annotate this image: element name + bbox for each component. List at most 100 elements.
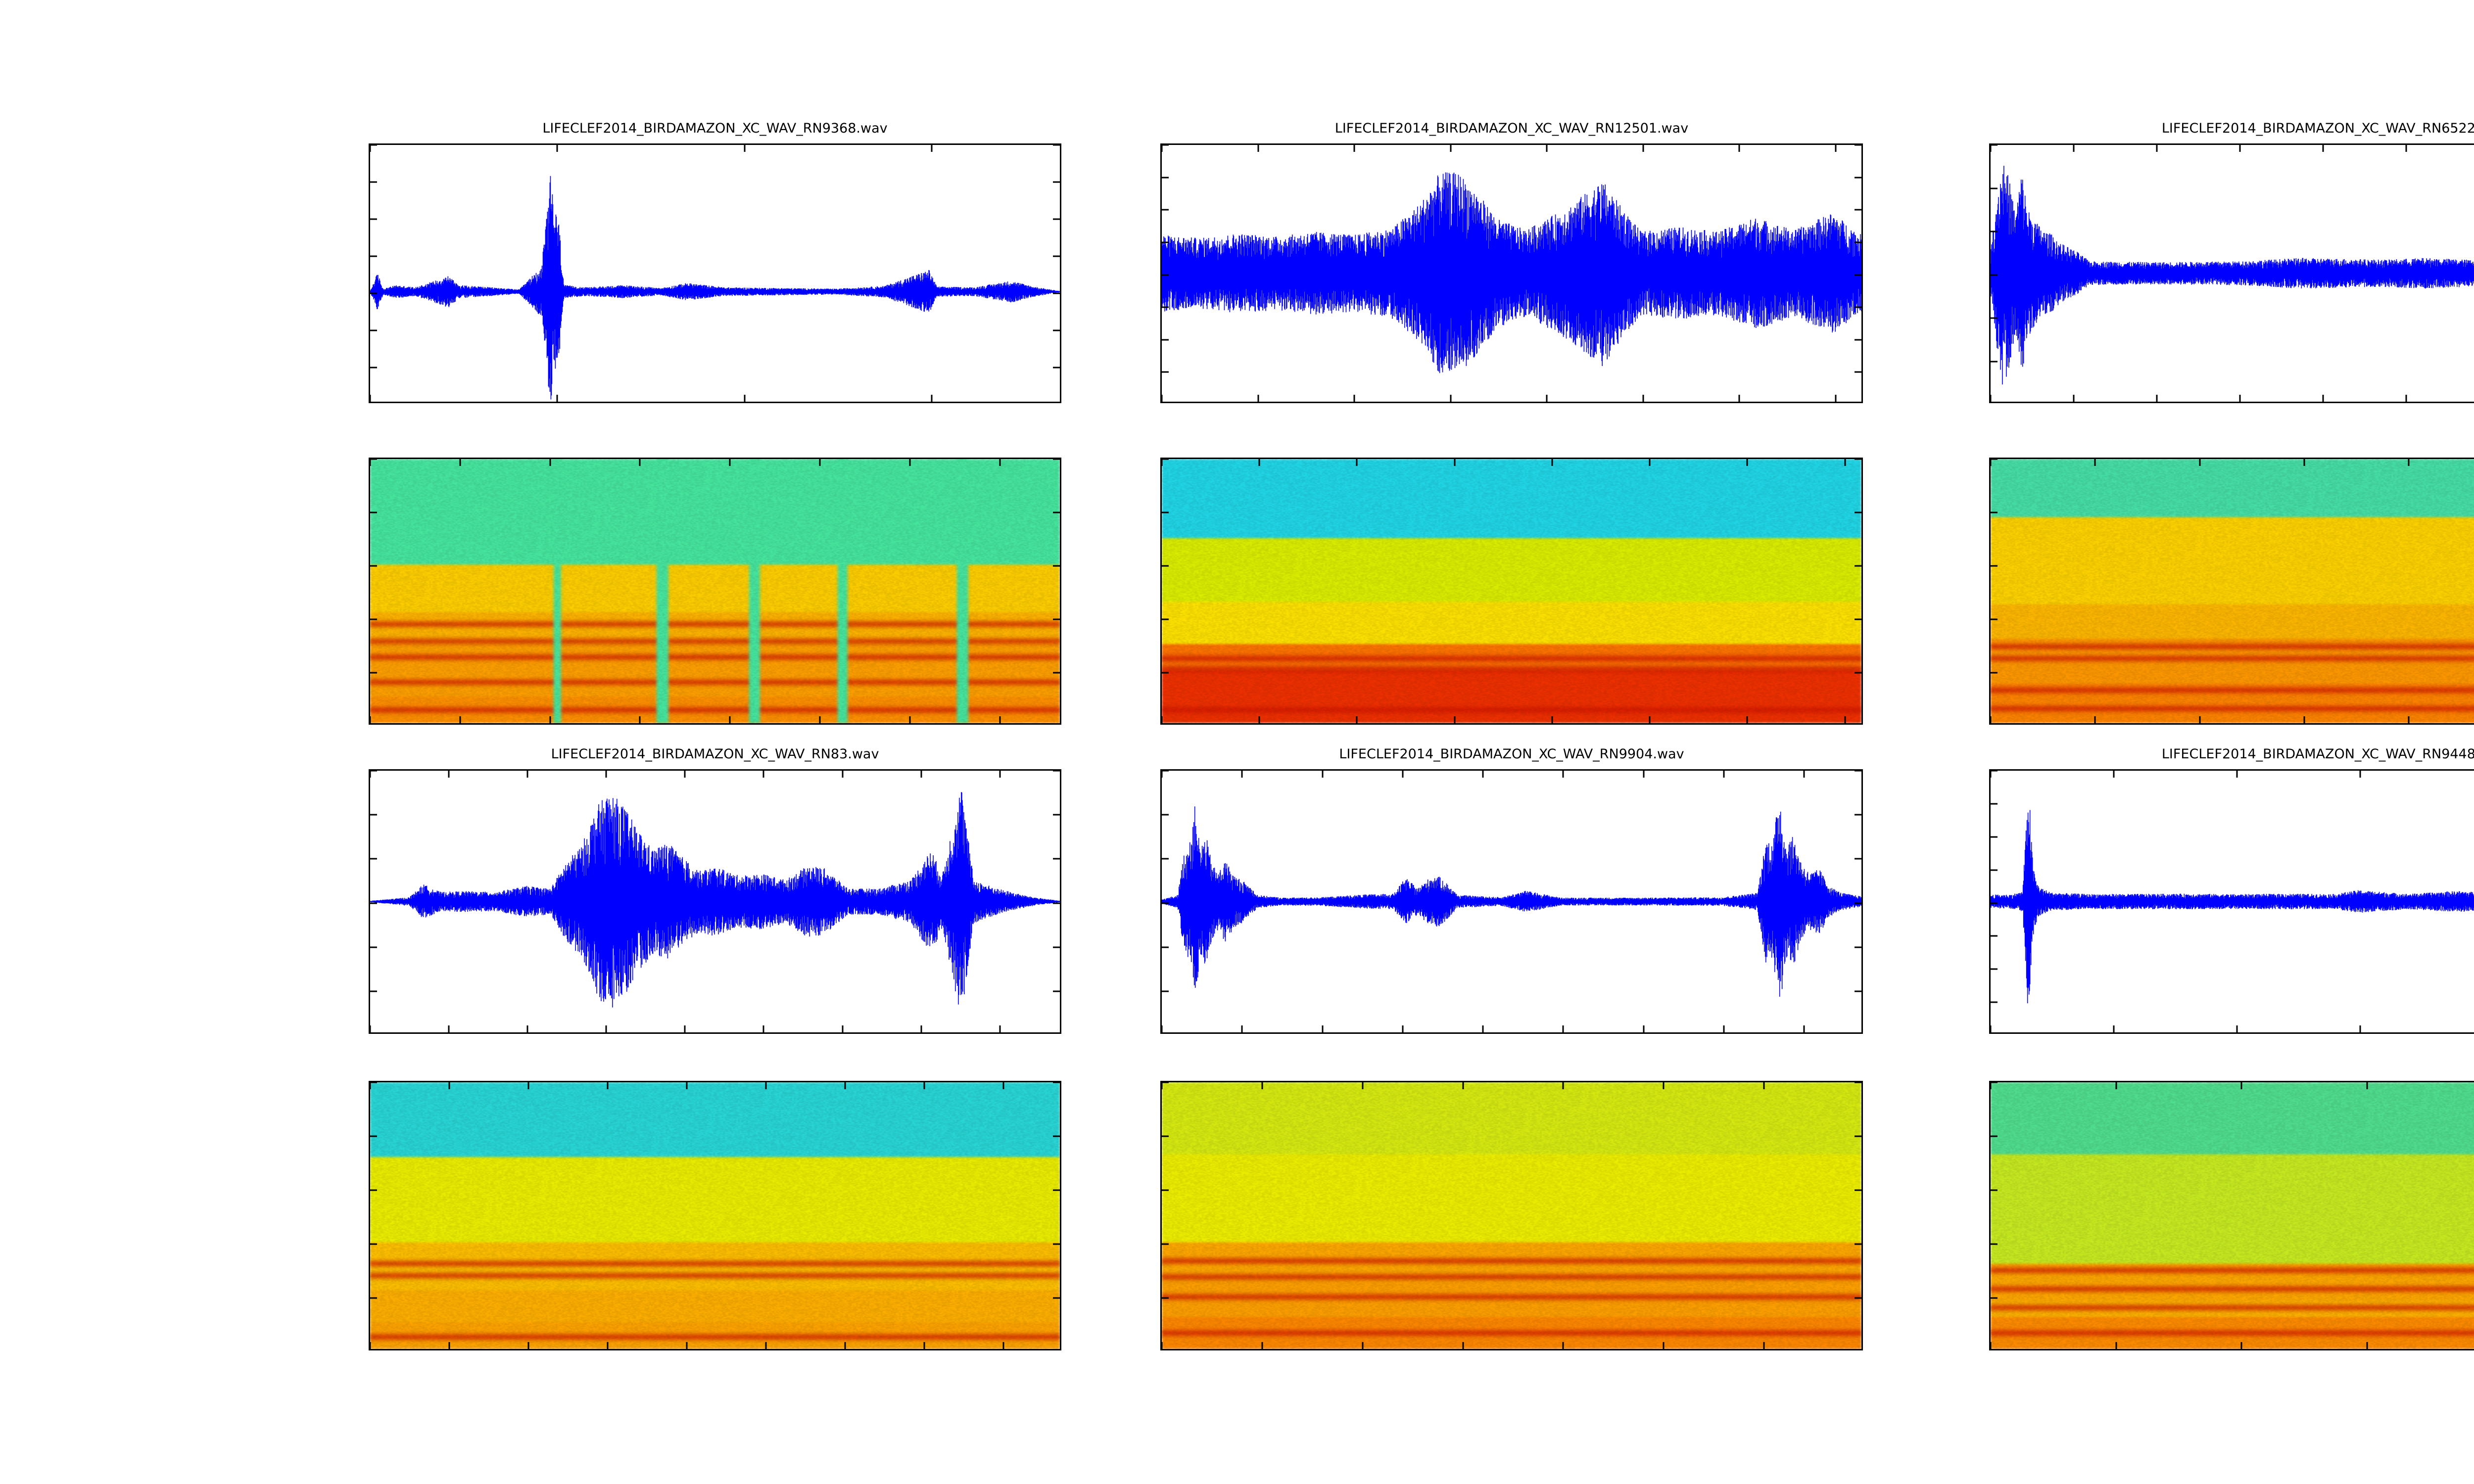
plot-panel-spectrogram-1[interactable]: 0100000200000300000400000500000600000700… [369,458,1061,725]
y-tick-mark-right [1053,181,1060,183]
y-tick-mark [1991,145,1998,146]
spectrogram-image [370,1082,1060,1349]
y-tick-mark [1162,1082,1169,1083]
x-tick-mark-top [2239,145,2241,152]
x-tick-mark [2236,1025,2238,1032]
x-tick-mark [744,395,746,402]
x-tick-mark [370,1342,371,1349]
x-tick-mark-top [607,1082,609,1089]
x-tick-mark [2115,1342,2117,1349]
plot-panel-waveform-2[interactable]: 05000100001500020000250003000035000-4000… [1160,121,1863,403]
plot-panel-spectrogram-2[interactable]: 0200004000060000800001000001200001400000… [1160,458,1863,725]
waveform-trace [1991,166,2474,385]
y-tick-mark [1991,274,1998,276]
plot-panel-waveform-3[interactable]: 0200004000060000800001000001200001400001… [1989,121,2474,403]
x-tick-mark [686,1342,688,1349]
y-tick-mark-right [1855,565,1861,567]
x-tick-mark-top [526,771,528,778]
x-tick-mark [556,395,558,402]
y-tick-mark [370,1135,377,1137]
x-tick-mark [1261,1342,1263,1349]
y-tick-mark-right [1053,618,1060,620]
x-tick-mark [999,1025,1001,1032]
x-tick-mark-top [844,1082,846,1089]
y-tick-mark-right [1855,1135,1861,1137]
x-tick-mark-top [549,459,551,466]
y-tick-mark-right [1855,306,1861,308]
x-tick-mark [1257,395,1259,402]
plot-title: LIFECLEF2014_BIRDAMAZON_XC_WAV_RN6522.wa… [2161,121,2474,136]
x-tick-mark [370,716,371,723]
x-tick-mark [1738,395,1740,402]
y-tick-mark [1991,317,1998,319]
x-tick-mark [1241,1025,1243,1032]
x-tick-mark-top [1258,459,1260,466]
x-tick-mark-top [1353,145,1355,152]
x-tick-mark [2405,395,2407,402]
plot-title: LIFECLEF2014_BIRDAMAZON_XC_WAV_RN9904.wa… [1339,746,1684,762]
plot-panel-waveform-5[interactable]: 0200004000060000800001000001200001400001… [1160,746,1863,1034]
plot-panel-waveform-4[interactable]: 0500010000150002000025000300003500040000… [369,746,1061,1034]
y-tick-mark-right [1053,565,1060,567]
waveform-trace [370,176,1060,400]
x-tick-mark-top [1562,771,1564,778]
x-tick-mark [684,1025,686,1032]
x-tick-mark [370,395,371,402]
x-tick-mark-top [1162,1082,1163,1089]
y-tick-mark [1162,858,1169,860]
plot-panel-spectrogram-4[interactable]: 0200004000060000800001000001200001400001… [369,1081,1061,1350]
y-tick-mark-right [1053,771,1060,772]
x-tick-mark-top [2240,1082,2242,1089]
y-tick-mark-right [1855,1082,1861,1083]
x-tick-mark [1746,716,1748,723]
y-tick-mark [370,511,377,513]
y-tick-mark [1162,339,1169,341]
y-tick-mark-right [1053,1243,1060,1245]
x-tick-mark-top [1462,1082,1464,1089]
y-tick-mark-right [1053,672,1060,674]
y-tick-mark [1991,902,1998,904]
y-tick-mark [1991,836,1998,838]
y-tick-mark [1162,177,1169,179]
y-tick-mark [1991,803,1998,805]
x-tick-mark [2239,395,2241,402]
waveform-plot-area [1991,145,2474,402]
x-tick-mark-top [2115,1082,2117,1089]
y-tick-mark [1162,241,1169,243]
x-tick-mark [1663,1342,1665,1349]
plot-panel-spectrogram-5[interactable]: 0100000200000300000400000500000600000700… [1160,1081,1863,1350]
x-tick-mark [448,1342,450,1349]
x-tick-mark [1844,716,1846,723]
x-tick-mark-top [1642,145,1644,152]
y-tick-mark [370,771,377,772]
plot-panel-waveform-6[interactable]: 050000100000150000200000250000-8000-6000… [1989,746,2474,1034]
spectrogram-image [1162,459,1861,723]
x-tick-mark [2113,1025,2115,1032]
y-tick-mark-right [1855,241,1861,243]
x-tick-mark [1642,395,1644,402]
waveform-plot-area [370,145,1060,402]
y-tick-mark [370,1243,377,1245]
x-tick-mark [2366,1342,2368,1349]
y-tick-mark-right [1855,371,1861,373]
x-tick-mark [1723,1025,1725,1032]
x-tick-mark-top [744,145,746,152]
waveform-trace [1162,806,1861,997]
x-tick-mark-top [1844,459,1846,466]
plot-panel-spectrogram-3[interactable]: 01000002000003000004000005000006000000.0… [1989,458,2474,725]
y-tick-mark [1162,771,1169,772]
plot-panel-spectrogram-6[interactable]: 020000040000060000080000010000000.00.20.… [1989,1081,2474,1350]
axes-spectrogram-4: 0200004000060000800001000001200001400001… [369,1081,1061,1350]
spectrogram-image [1991,1082,2474,1349]
x-tick-mark [2240,1342,2242,1349]
y-tick-mark [370,145,377,146]
y-tick-mark [1991,771,1998,772]
x-tick-mark-top [605,771,607,778]
x-tick-mark-top [931,145,933,152]
y-tick-mark [1991,968,1998,970]
waveform-plot-area [1991,771,2474,1032]
x-tick-mark [1562,1025,1564,1032]
y-tick-mark [370,292,377,294]
plot-panel-waveform-1[interactable]: 050000100000150000-15000-10000-500005000… [369,121,1061,403]
waveform-trace [1162,172,1861,373]
